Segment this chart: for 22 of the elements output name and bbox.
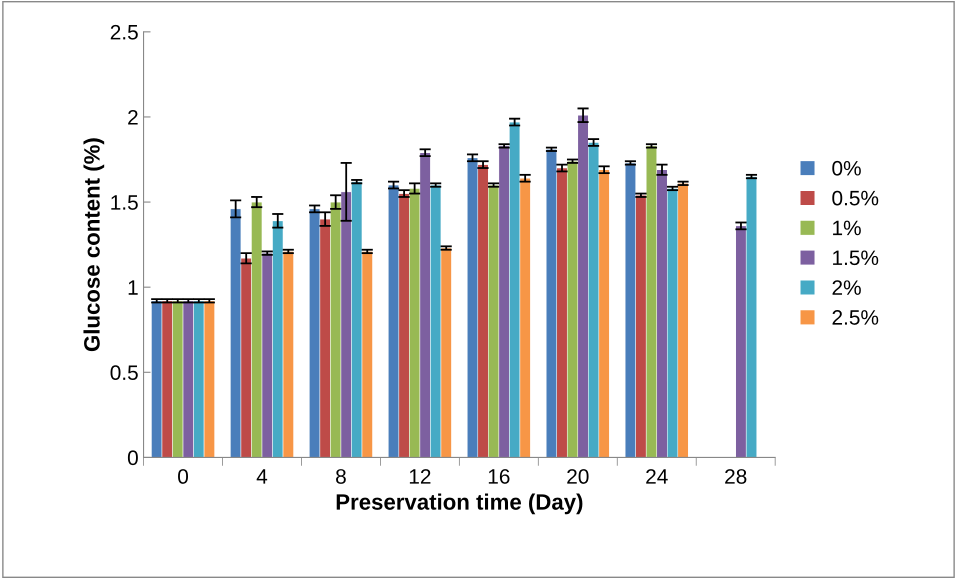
- legend-label: 2.5%: [832, 310, 878, 325]
- x-tick-label: 16: [488, 469, 510, 484]
- legend-label: 1%: [833, 220, 861, 236]
- legend-label: 2%: [832, 280, 861, 295]
- y-tick-label: 2.5: [110, 24, 138, 40]
- legend-label: 1.5%: [833, 250, 878, 266]
- legend-label: 0%: [832, 160, 861, 176]
- x-tick-label: 8: [336, 469, 346, 484]
- x-tick-label: 20: [567, 469, 589, 484]
- y-tick-label: 2: [128, 110, 138, 125]
- y-tick-label: 0.5: [110, 365, 138, 380]
- y-tick-label: 1.5: [111, 195, 138, 210]
- y-tick-label: 0: [128, 450, 138, 466]
- y-tick-label: 1: [128, 280, 138, 295]
- y-axis-title: Glucose content (%): [83, 138, 104, 352]
- x-tick-label: 12: [410, 469, 430, 484]
- x-tick-label: 24: [646, 469, 668, 484]
- x-tick-label: 28: [725, 469, 746, 484]
- x-axis-title: Preservation time (Day): [336, 493, 582, 514]
- legend-label: 0.5%: [832, 190, 878, 206]
- x-tick-label: 0: [178, 469, 188, 484]
- x-tick-label: 4: [256, 469, 268, 484]
